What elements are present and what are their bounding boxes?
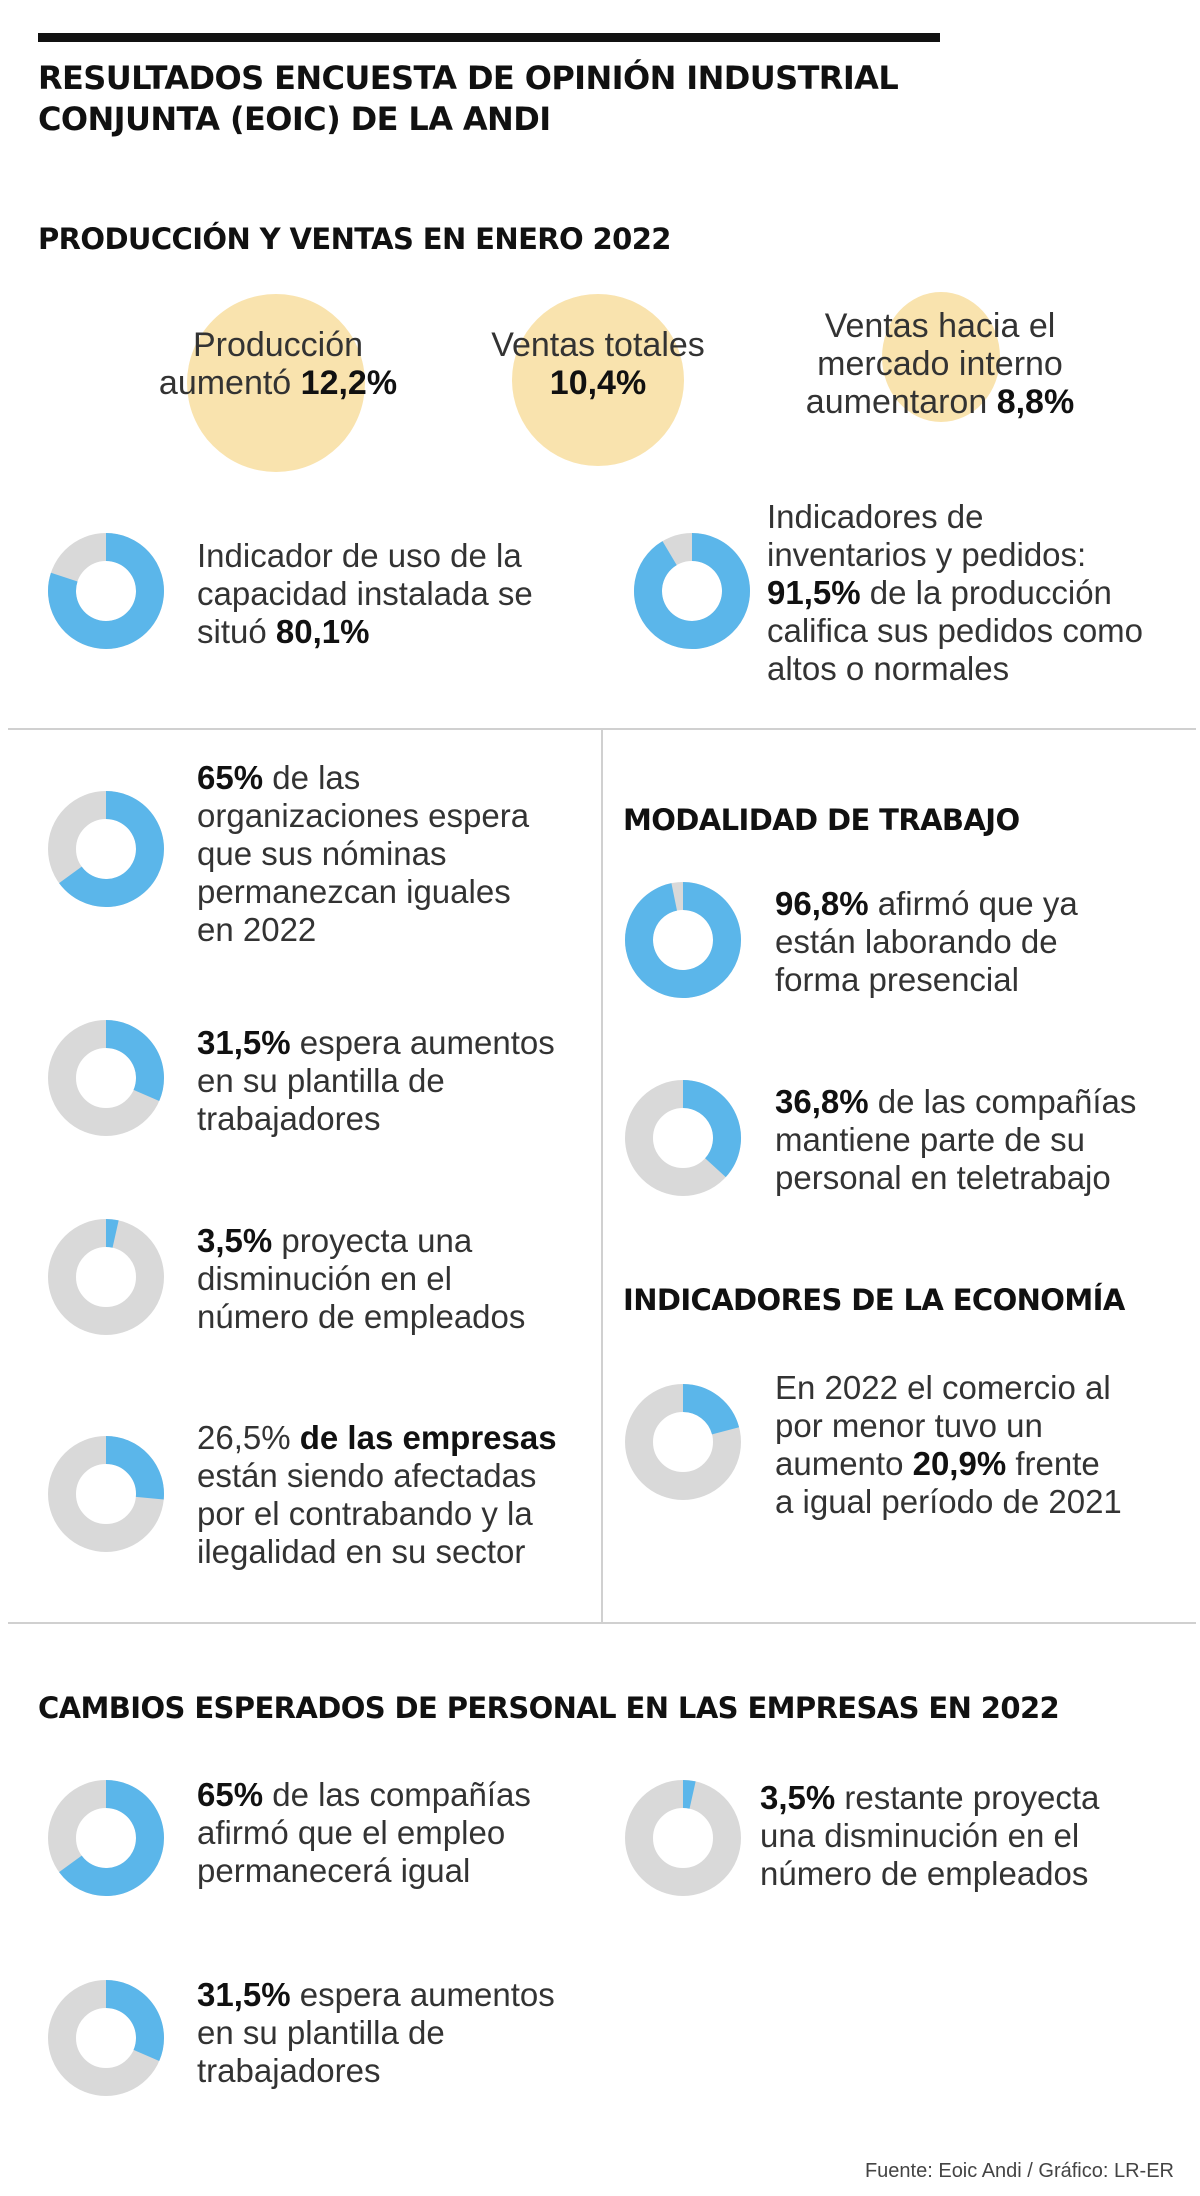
donut-contrabando	[48, 1436, 164, 1552]
donut-comercio	[625, 1384, 741, 1500]
value-presencial: 96,8%	[775, 885, 869, 922]
donut-aumentos	[48, 1020, 164, 1136]
section-title-modalidad: MODALIDAD DE TRABAJO	[623, 803, 1020, 837]
donut-segment-teletrabajo	[682, 1080, 741, 1178]
donut-segment-nominas	[59, 791, 164, 907]
bubble-text-ventas: Ventas totales 10,4%	[491, 326, 705, 402]
text-nominas: 65% de las organizaciones espera que sus…	[197, 759, 530, 948]
donut-capacidad	[48, 533, 164, 649]
donut-segment-pedidos	[634, 533, 750, 649]
donut-disminucion	[48, 1219, 164, 1335]
text-teletrabajo: 36,8% de las compañías mantiene parte de…	[775, 1083, 1137, 1196]
bubble-ventas	[512, 294, 684, 466]
main-title-line-1: RESULTADOS ENCUESTA DE OPINIÓN INDUSTRIA…	[38, 59, 899, 97]
donut-remainder-restante-disminucion	[625, 1780, 741, 1896]
section-title-economia: INDICADORES DE LA ECONOMÍA	[623, 1283, 1125, 1317]
donut-presencial	[625, 882, 741, 998]
value-comercio: 20,9%	[912, 1445, 1007, 1482]
value-disminucion: 3,5%	[197, 1222, 273, 1259]
donut-segment-aumentos	[105, 1020, 164, 1102]
donut-segment-contrabando	[105, 1436, 164, 1500]
donut-segment-aumentos-2	[105, 1980, 164, 2062]
divider-vertical	[601, 728, 603, 1622]
text-comercio: En 2022 el comercio al por menor tuvo un…	[775, 1369, 1122, 1520]
source-credit: Fuente: Eoic Andi / Gráfico: LR-ER	[864, 2160, 1174, 2182]
text-pedidos: Indicadores de inventarios y pedidos: 91…	[767, 498, 1144, 687]
text-aumentos-2: 31,5% espera aumentos en su plantilla de…	[197, 1976, 555, 2089]
main-title: RESULTADOS ENCUESTA DE OPINIÓN INDUSTRIA…	[38, 58, 1038, 140]
value-capacidad: 80,1%	[275, 613, 370, 650]
donut-segment-comercio	[682, 1384, 740, 1436]
donut-nominas	[48, 791, 164, 907]
section-title-cambios: CAMBIOS ESPERADOS DE PERSONAL EN LAS EMP…	[38, 1691, 1060, 1725]
top-rule	[38, 33, 940, 42]
bubble-interno	[882, 292, 1000, 422]
value-contrabando: 26,5%	[197, 1419, 291, 1456]
text-disminucion: 3,5% proyecta una disminución en el núme…	[197, 1222, 526, 1335]
text-restante-disminucion: 3,5% restante proyecta una disminución e…	[760, 1779, 1100, 1892]
donut-segment-capacidad	[48, 533, 164, 649]
value-pedidos: 91,5%	[767, 574, 861, 611]
section-title-produccion: PRODUCCIÓN Y VENTAS EN ENERO 2022	[38, 222, 671, 256]
value-aumentos-2: 31,5%	[197, 1976, 291, 2013]
value-restante-disminucion: 3,5%	[760, 1779, 836, 1816]
main-title-line-2: CONJUNTA (EOIC) DE LA ANDI	[38, 100, 551, 138]
donut-restante-disminucion	[625, 1780, 741, 1896]
donut-segment-restante-disminucion	[682, 1780, 696, 1809]
value-teletrabajo: 36,8%	[775, 1083, 869, 1120]
bubble-produccion	[187, 294, 365, 472]
value-empleo-igual: 65%	[197, 1776, 264, 1813]
text-capacidad: Indicador de uso de la capacidad instala…	[197, 537, 533, 650]
text-contrabando: 26,5% de las empresas están siendo afect…	[197, 1419, 557, 1570]
donut-segment-disminucion	[105, 1219, 119, 1248]
donut-segment-presencial	[625, 882, 741, 998]
text-empleo-igual: 65% de las compañías afirmó que el emple…	[197, 1776, 531, 1889]
bubble-text-produccion: Producción aumentó 12,2%	[158, 326, 398, 402]
donut-remainder-disminucion	[48, 1219, 164, 1335]
donut-empleo-igual	[48, 1780, 164, 1896]
donut-aumentos-2	[48, 1980, 164, 2096]
text-presencial: 96,8% afirmó que ya están laborando de f…	[775, 885, 1078, 998]
bubble-text-interno: Ventas hacia el mercado interno aumentar…	[805, 307, 1075, 421]
value-nominas: 65%	[197, 759, 264, 796]
donut-pedidos	[634, 533, 750, 649]
divider-bottom	[8, 1622, 1196, 1624]
donut-teletrabajo	[625, 1080, 741, 1196]
value-aumentos: 31,5%	[197, 1024, 291, 1061]
text-aumentos: 31,5% espera aumentos en su plantilla de…	[197, 1024, 555, 1137]
donut-segment-empleo-igual	[59, 1780, 164, 1896]
